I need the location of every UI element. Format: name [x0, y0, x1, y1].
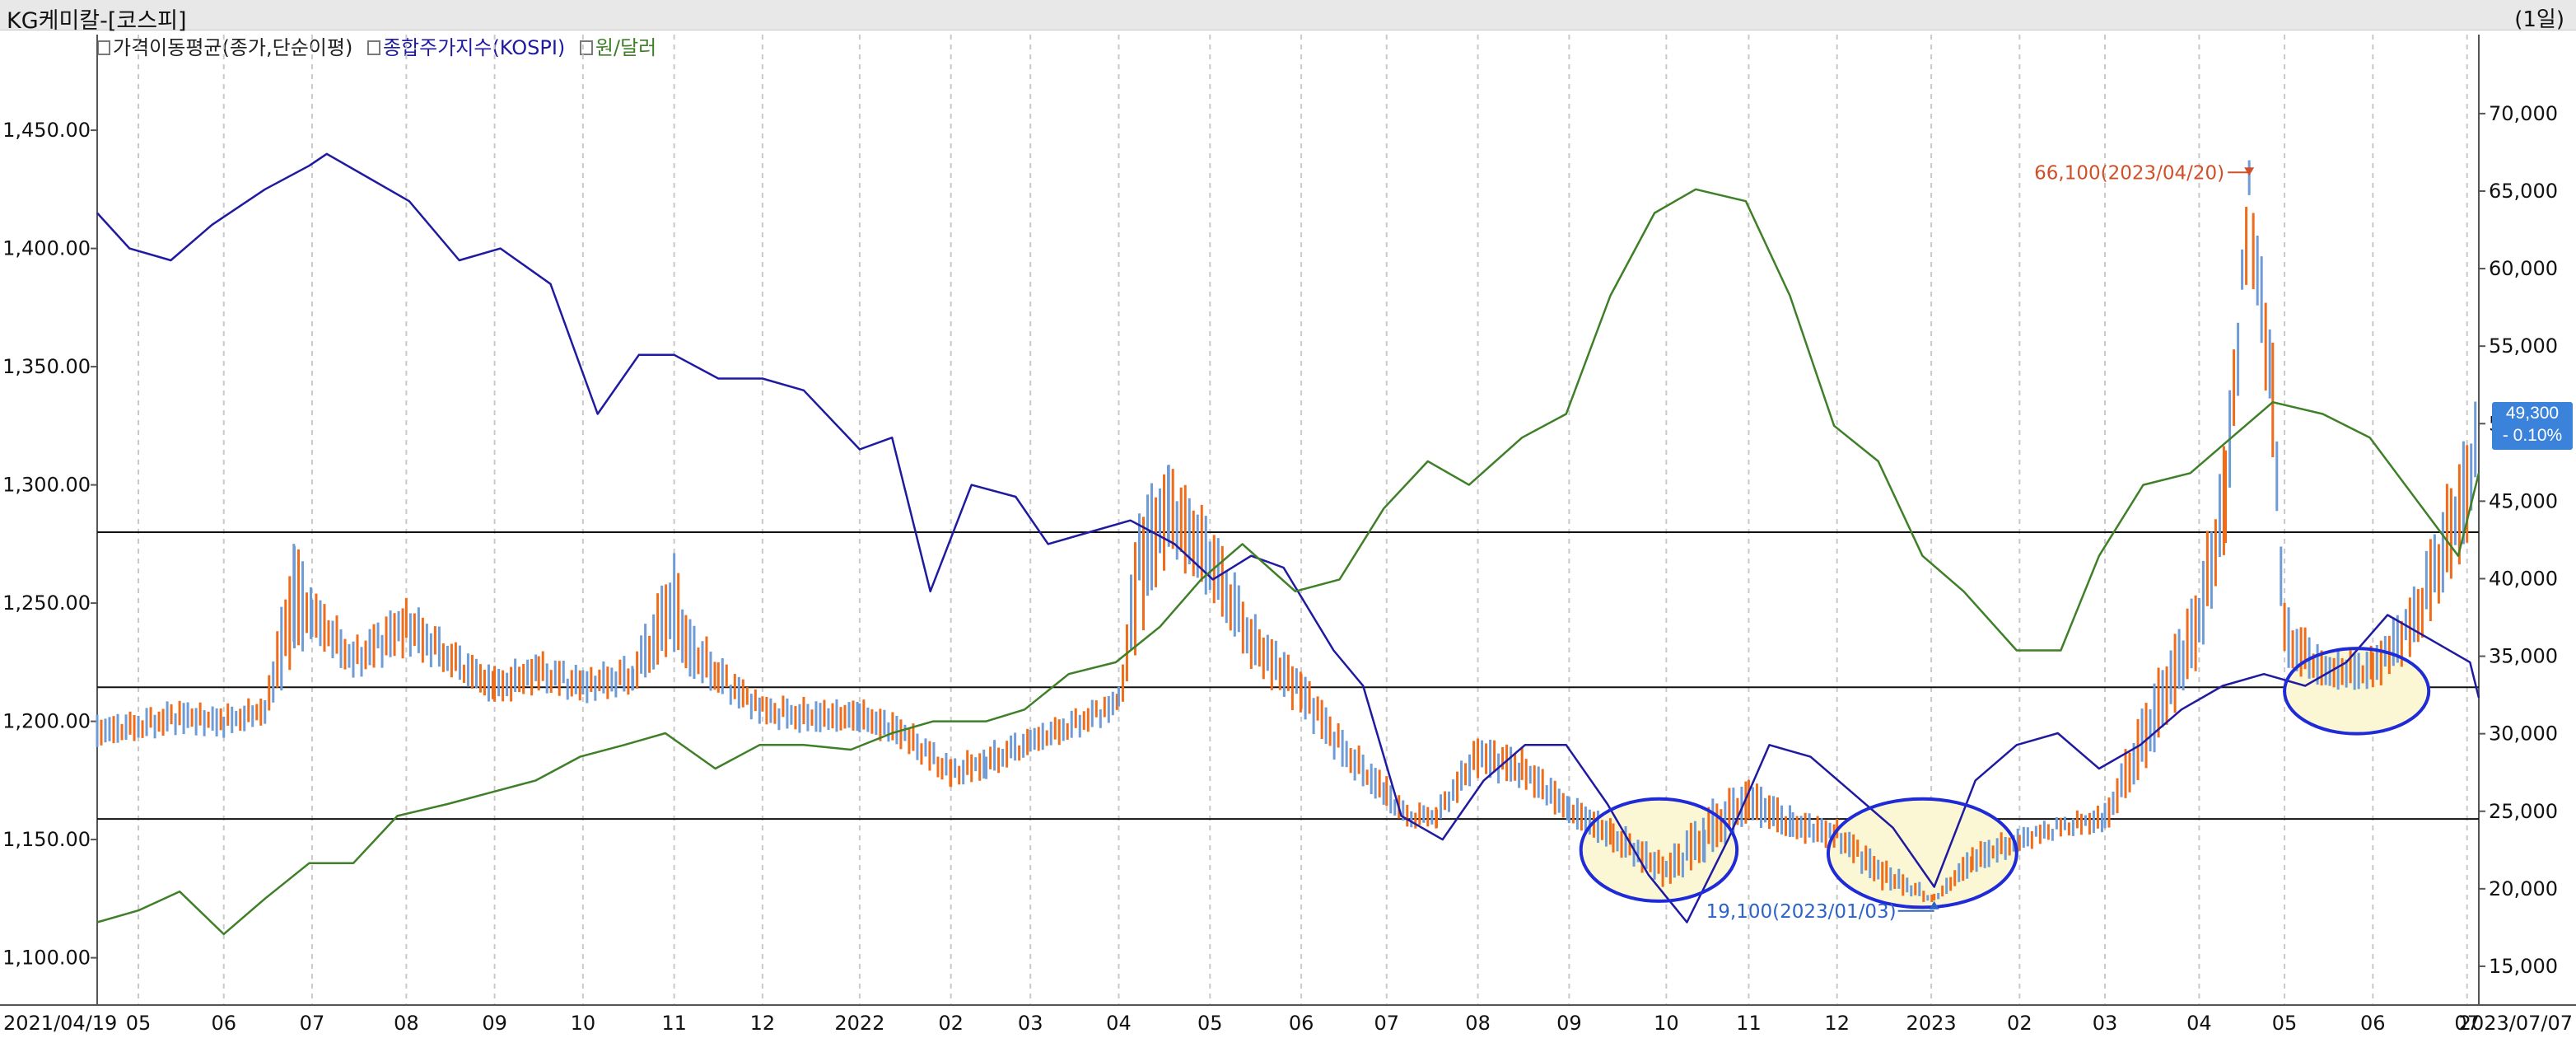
right-tick-label: 55,000	[2489, 334, 2558, 358]
x-tick-label: 2023/07/07	[2459, 1012, 2573, 1035]
right-tick-label: 30,000	[2489, 722, 2558, 746]
x-tick-label: 10	[571, 1012, 596, 1035]
period-indicator[interactable]: (1일)	[2514, 7, 2564, 32]
kospi-line	[96, 152, 2480, 923]
legend-item-kospi[interactable]: 종합주가지수(KOSPI)	[366, 36, 566, 59]
x-tick-label: 09	[1556, 1012, 1582, 1035]
checkbox-icon[interactable]	[366, 40, 380, 55]
x-tick-label: 05	[126, 1012, 152, 1035]
annotation-high-label: 66,100(2023/04/20)	[2034, 162, 2224, 184]
x-tick-label: 09	[482, 1012, 507, 1035]
right-tick-label: 70,000	[2489, 102, 2558, 125]
x-tick-label: 12	[750, 1012, 776, 1035]
highlight-ellipse	[1579, 797, 1739, 903]
x-tick-label: 07	[2454, 1012, 2480, 1035]
x-tick-label: 08	[394, 1012, 419, 1035]
highlight-ellipse	[2283, 647, 2431, 736]
right-tick-label: 40,000	[2489, 567, 2558, 590]
x-tick-label: 05	[1197, 1012, 1223, 1035]
x-tick-label: 2022	[834, 1012, 884, 1035]
x-tick-label: 08	[1465, 1012, 1491, 1035]
x-tick-label: 07	[1374, 1012, 1399, 1035]
x-tick-label: 04	[1106, 1012, 1132, 1035]
left-tick-label: 1,200.00	[2, 710, 91, 733]
highlight-ellipse	[1826, 797, 2018, 909]
checkbox-icon[interactable]	[579, 40, 593, 55]
x-tick-label: 02	[938, 1012, 964, 1035]
x-tick-label: 03	[1018, 1012, 1043, 1035]
right-tick-label: 35,000	[2489, 645, 2558, 668]
left-tick-label: 1,300.00	[2, 474, 91, 497]
left-tick-label: 1,400.00	[2, 237, 91, 260]
right-tick-label: 25,000	[2489, 800, 2558, 823]
x-tick-label: 02	[2007, 1012, 2032, 1035]
annotation-marker	[2244, 167, 2255, 176]
x-tick-label: 05	[2272, 1012, 2298, 1035]
x-tick-label: 06	[2360, 1012, 2386, 1035]
right-tick-label: 60,000	[2489, 257, 2558, 280]
annotation-low-label: 19,100(2023/01/03)	[1706, 901, 1897, 923]
x-tick-label: 04	[2186, 1012, 2212, 1035]
x-tick-label: 2021/04/19	[3, 1012, 117, 1035]
right-tick-label: 65,000	[2489, 180, 2558, 203]
x-tick-label: 10	[1654, 1012, 1679, 1035]
x-tick-label: 06	[211, 1012, 236, 1035]
left-tick-label: 1,250.00	[2, 591, 91, 615]
x-tick-label: 12	[1824, 1012, 1850, 1035]
usd-krw-line	[96, 188, 2480, 936]
legend-item-usd-krw[interactable]: 원/달러	[579, 36, 657, 59]
window-title: KG케미칼-[코스피]	[7, 8, 187, 34]
left-tick-label: 1,150.00	[2, 828, 91, 851]
x-tick-label: 06	[1289, 1012, 1314, 1035]
legend-label: 원/달러	[595, 36, 657, 59]
price-change: - 0.10%	[2502, 426, 2563, 445]
legend-label: 종합주가지수(KOSPI)	[382, 36, 566, 59]
left-tick-label: 1,450.00	[2, 119, 91, 142]
x-tick-label: 07	[300, 1012, 325, 1035]
x-tick-label: 11	[661, 1012, 687, 1035]
right-tick-label: 45,000	[2489, 489, 2558, 512]
current-price-badge: 49,300 - 0.10%	[2492, 402, 2573, 450]
left-tick-label: 1,350.00	[2, 355, 91, 378]
left-tick-label: 1,100.00	[2, 947, 91, 970]
x-tick-label: 2023	[1906, 1012, 1957, 1035]
window-title-bar: KG케미칼-[코스피] (1일)	[0, 0, 2576, 34]
right-tick-label: 15,000	[2489, 955, 2558, 978]
current-price: 49,300	[2505, 404, 2560, 423]
right-tick-label: 20,000	[2489, 877, 2558, 900]
x-tick-label: 03	[2093, 1012, 2118, 1035]
annotation-marker	[1929, 900, 1939, 909]
x-tick-label: 11	[1736, 1012, 1762, 1035]
